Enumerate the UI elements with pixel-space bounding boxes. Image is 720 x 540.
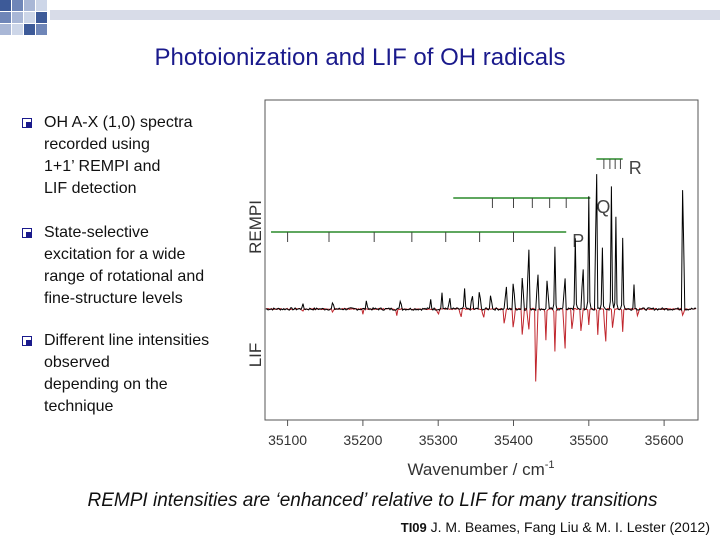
bullet-square-icon [22,118,32,128]
x-tick-label: 35400 [494,432,533,448]
decoration-square [12,0,23,11]
branch-label: R [629,158,642,178]
bullet-text: OH A-X (1,0) spectra recorded using 1+1’… [44,114,193,197]
decoration-square [24,0,35,11]
x-tick-label: 35100 [268,432,307,448]
branch-q: Q [453,197,610,217]
x-axis-label: Wavenumber / cm-1 [407,459,554,479]
bullet-square-icon [22,336,32,346]
spectrum-chart: REMPI LIF RQP 35100 35200 35300 35400 35500 3… [246,99,699,479]
slide-caption: REMPI intensities are ‘enhanced’ relativ… [87,490,658,511]
decoration-square [0,0,11,11]
decoration-square [24,12,35,23]
slide-title: Photoionization and LIF of OH radicals [154,44,566,71]
decoration-bar [50,10,720,20]
branch-r: R [596,158,642,178]
corner-decoration [0,0,720,35]
rempi-axis-label: REMPI [246,200,265,254]
citation: TI09 J. M. Beames, Fang Liu & M. I. Lest… [401,519,710,535]
x-tick-label: 35300 [419,432,458,448]
lif-axis-label: LIF [246,343,265,368]
decoration-square [12,24,23,35]
decoration-square [36,12,47,23]
bullet-square-icon [22,228,32,238]
decoration-square [12,12,23,23]
decoration-square [36,0,47,11]
bullet-text: Different line intensities observed depe… [44,332,210,415]
rempi-trace [265,174,697,312]
x-tick-label: 35200 [343,432,382,448]
citation-code: TI09 [400,520,427,535]
branch-label: P [572,231,584,251]
citation-authors: J. M. Beames, Fang Liu & M. I. Lester (2… [426,519,710,535]
x-tick-label: 35600 [645,432,684,448]
branch-label: Q [596,197,610,217]
bullet-text: State-selective excitation for a wide ra… [44,224,205,307]
decoration-square [24,24,35,35]
decoration-square [0,12,11,23]
decoration-square [36,24,47,35]
plot-frame [264,99,699,421]
decoration-square [0,24,11,35]
x-tick-label: 35500 [569,432,608,448]
